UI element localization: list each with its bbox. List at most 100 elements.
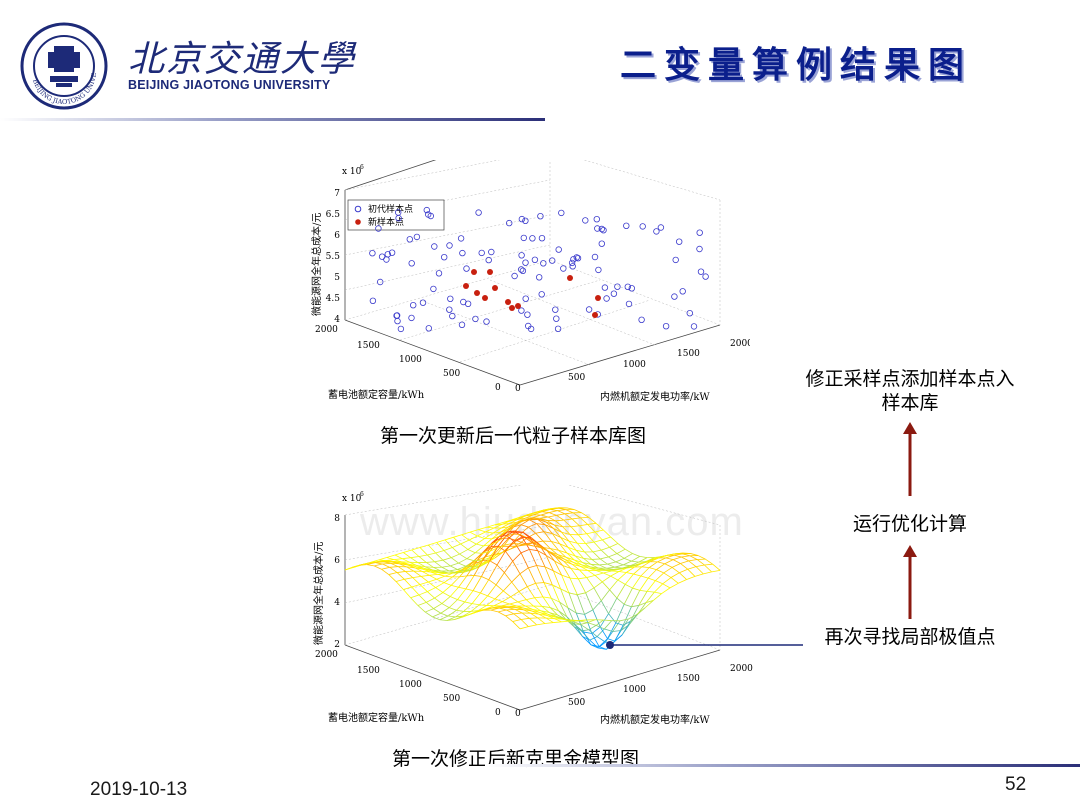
mesh-line — [589, 639, 599, 649]
mesh-line — [582, 636, 592, 646]
initial-sample-point — [413, 233, 421, 241]
mesh-line — [626, 566, 635, 573]
initial-sample-point — [393, 312, 400, 319]
mesh-line — [546, 550, 556, 558]
mesh-line — [500, 537, 509, 547]
mesh-line — [623, 587, 633, 605]
mesh-line — [459, 553, 468, 560]
legend: 初代样本点 新样本点 — [347, 199, 445, 231]
grid-lines — [344, 485, 721, 651]
mesh-line — [450, 562, 459, 567]
mesh-line — [548, 514, 557, 518]
mesh-line — [492, 538, 501, 548]
mesh-line — [558, 549, 567, 554]
mesh-line — [628, 614, 637, 620]
mesh-line — [654, 591, 662, 594]
mesh-line — [456, 609, 464, 612]
mesh-line — [512, 560, 521, 574]
y-axis-label: 内燃机额定发电功率/kW — [600, 390, 710, 403]
mesh-line — [460, 543, 469, 550]
mesh-line — [564, 513, 573, 520]
mesh-line — [581, 630, 591, 641]
mesh-line — [543, 582, 552, 599]
mesh-line — [654, 556, 662, 558]
mesh-line — [578, 533, 587, 536]
z-tick: 6.5 — [326, 210, 341, 220]
mesh-line — [591, 626, 601, 634]
initial-sample-point — [573, 254, 580, 261]
initial-sample-point — [440, 253, 448, 261]
mesh-line — [587, 622, 597, 626]
mesh-line — [520, 548, 530, 554]
mesh-line — [570, 525, 580, 528]
initial-sample-point — [603, 295, 610, 302]
mesh-line — [622, 620, 631, 626]
mesh-line — [471, 566, 480, 571]
mesh-line — [588, 517, 597, 524]
figure1-caption: 第一次更新后一代粒子样本库图 — [380, 425, 647, 447]
mesh-line — [449, 607, 457, 611]
mesh-line — [490, 545, 499, 548]
mesh-line — [683, 552, 691, 554]
mesh-line — [388, 572, 398, 575]
mesh-line — [616, 597, 625, 605]
mesh-line — [604, 569, 612, 572]
mesh-line — [506, 526, 514, 532]
mesh-line — [593, 541, 602, 551]
mesh-line — [664, 559, 674, 565]
y-axis-label: 内燃机额定发电功率/kW — [600, 713, 710, 726]
mesh-line — [662, 583, 671, 589]
mesh-line — [420, 574, 430, 577]
mesh-line — [528, 624, 537, 627]
minimum-connector-line — [610, 644, 803, 646]
mesh-line — [513, 536, 523, 542]
initial-sample-point — [505, 219, 513, 227]
mesh-line — [502, 596, 511, 603]
initial-sample-point — [657, 224, 665, 231]
legend-marker-new — [355, 219, 361, 225]
mesh-line — [703, 571, 712, 575]
mesh-line — [503, 520, 511, 523]
mesh-line — [450, 565, 458, 570]
mesh-line — [513, 612, 523, 615]
mesh-line — [523, 536, 533, 544]
mesh-line — [520, 524, 529, 528]
mesh-line — [557, 509, 566, 512]
y-tick: 2000 — [730, 664, 753, 674]
mesh-line — [560, 588, 569, 608]
mesh-line — [568, 540, 577, 551]
mesh-line — [596, 628, 605, 637]
mesh-line — [577, 578, 586, 593]
mesh-line — [525, 542, 533, 545]
mesh-line — [478, 561, 487, 565]
mesh-line — [440, 570, 449, 574]
y-tick: 2000 — [730, 339, 750, 349]
mesh-line — [600, 600, 609, 614]
mesh-line — [476, 538, 485, 545]
mesh-line — [570, 568, 579, 580]
x-tick-labels: 2000 1500 1000 500 0 — [315, 650, 501, 718]
new-sample-point — [592, 312, 598, 318]
mesh-line — [447, 609, 457, 617]
mesh-line — [446, 616, 456, 621]
mesh-line — [468, 611, 478, 615]
mesh-line — [566, 507, 575, 510]
mesh-line — [671, 567, 680, 574]
mesh-line — [411, 547, 421, 551]
mesh-line — [555, 519, 564, 522]
mesh-line — [400, 562, 408, 566]
mesh-line — [480, 592, 488, 597]
z-tick: 6 — [334, 231, 340, 241]
mesh-line — [425, 602, 434, 609]
mesh-line — [541, 606, 550, 613]
mesh-line — [607, 638, 615, 642]
initial-sample-point — [696, 245, 703, 253]
mesh-line — [544, 566, 554, 572]
y-tick: 500 — [568, 698, 585, 708]
mesh-line — [589, 566, 598, 570]
initial-sample-point — [384, 251, 391, 258]
mesh-line — [541, 605, 551, 608]
mesh-line — [517, 599, 527, 603]
initial-sample-point — [522, 295, 529, 302]
mesh-line — [694, 573, 704, 577]
